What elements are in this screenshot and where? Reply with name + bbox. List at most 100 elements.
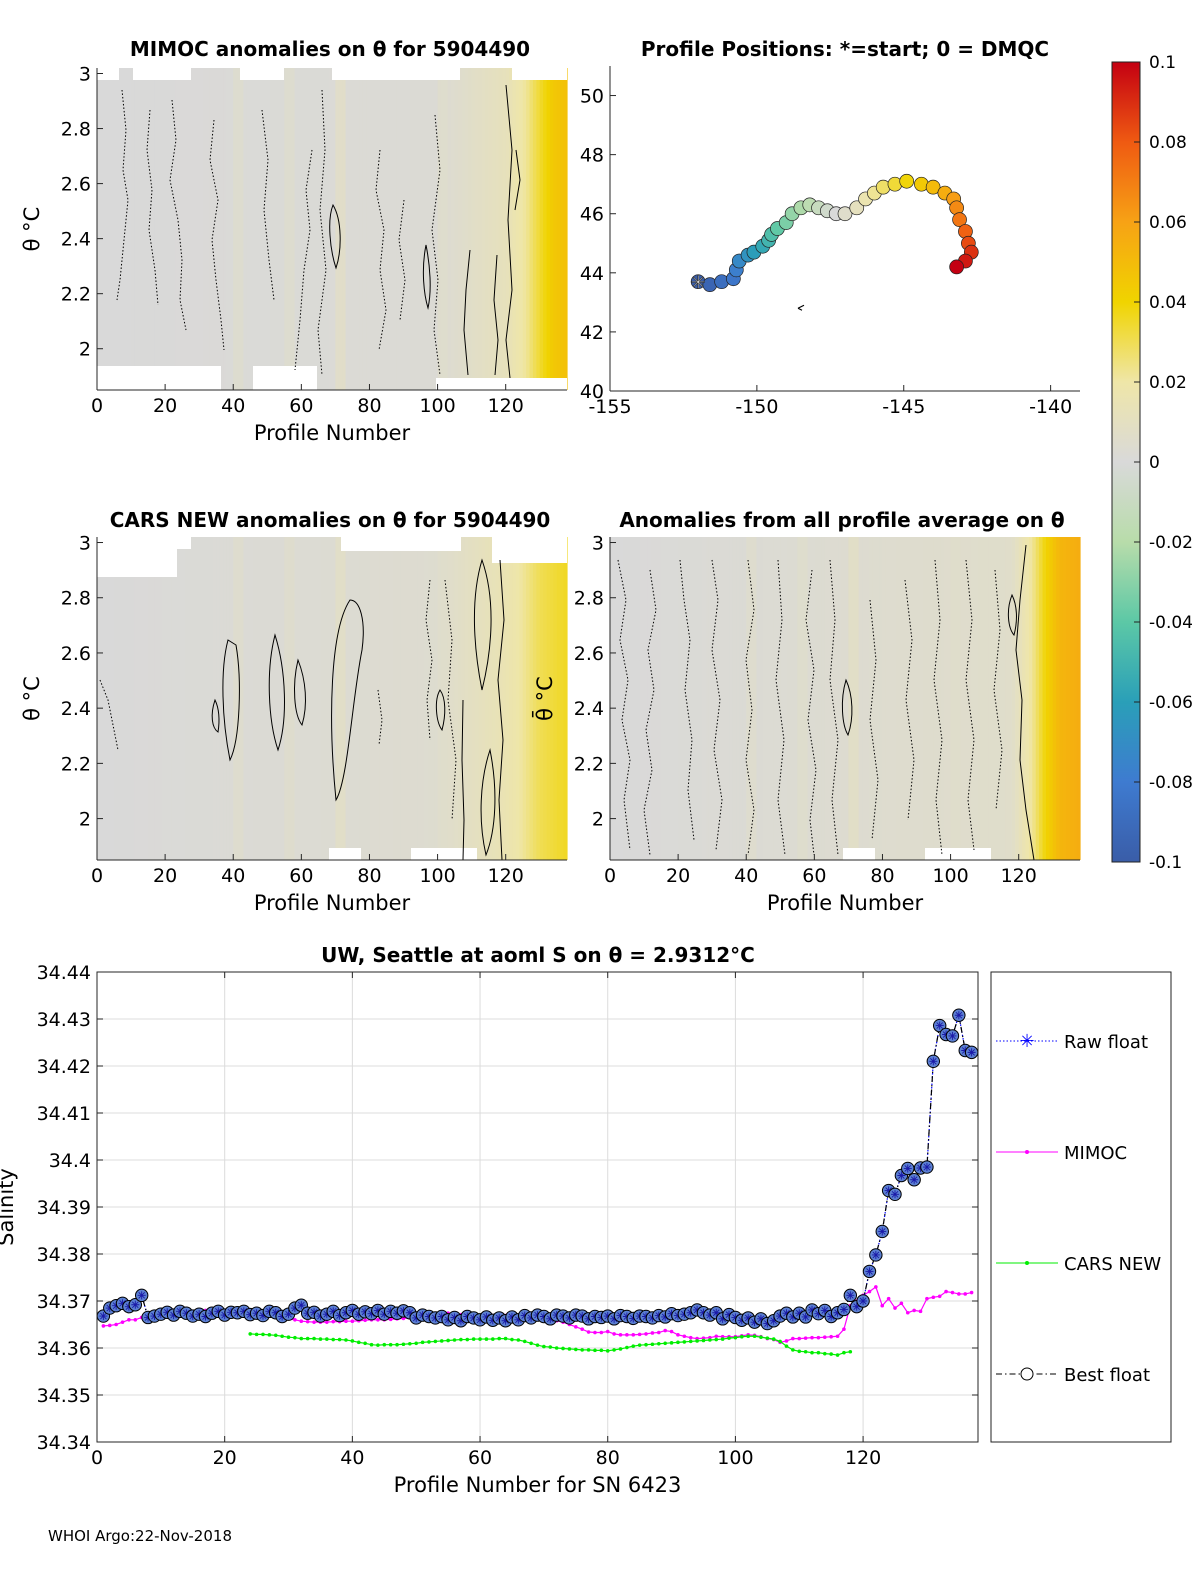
raw-float-point [163, 1308, 172, 1317]
y-tick-label: 2.4 [61, 698, 91, 720]
cars-point [273, 1333, 278, 1338]
heatmap-cell [417, 537, 422, 860]
y-tick-label: 34.35 [37, 1385, 91, 1407]
heatmap-cell [359, 68, 364, 390]
heatmap-cell [423, 537, 428, 860]
mimoc-point [363, 1318, 367, 1323]
raw-float-point [756, 1314, 765, 1323]
x-tick-label: 100 [932, 865, 968, 887]
heatmap-cell [314, 68, 319, 390]
x-tick-label: 0 [91, 1447, 103, 1469]
heatmap-cell [127, 68, 132, 390]
heatmap-cell [1008, 537, 1013, 860]
heatmap-cell [526, 68, 531, 390]
heatmap-cell [810, 537, 815, 860]
mimoc-contour [493, 254, 499, 376]
mimoc-contour [294, 149, 313, 371]
heatmap-cell [797, 537, 808, 860]
x-tick-label: 120 [845, 1447, 881, 1469]
start-marker: ✳ [691, 273, 706, 294]
allavg-contour [745, 559, 755, 856]
heatmap-cell [321, 68, 326, 390]
heatmap-cell [161, 68, 166, 390]
heatmap-cell [267, 68, 272, 390]
heatmap-cell [246, 537, 251, 860]
heatmap-cell [471, 537, 476, 860]
heatmap-cell [141, 537, 146, 860]
raw-float-point [482, 1312, 491, 1321]
heatmap-cell [400, 537, 405, 860]
heatmap-cell [379, 68, 384, 390]
heatmap-cell [209, 537, 214, 860]
colorbar-tick-label: 0.04 [1149, 293, 1187, 313]
heatmap-cell [420, 537, 425, 860]
heatmap-cell [549, 68, 554, 390]
heatmap-cell [393, 68, 398, 390]
heatmap-cell [311, 68, 316, 390]
heatmap-cell [216, 68, 221, 390]
raw-float-point [827, 1312, 836, 1321]
allavg-contour [1015, 544, 1035, 861]
cars-point [325, 1337, 329, 1341]
cars-heatmap [97, 537, 568, 860]
heatmap-cell [766, 537, 771, 860]
heatmap-cell [817, 537, 822, 860]
heatmap-cell [393, 537, 398, 860]
heatmap-cell [297, 537, 302, 860]
cars-point [350, 1339, 355, 1343]
heatmap-cell [175, 537, 180, 860]
cars-point [516, 1338, 521, 1342]
heatmap-cell [763, 537, 768, 860]
x-tick-label: 100 [419, 395, 455, 417]
heatmap-cell [161, 537, 166, 860]
heatmap-cell [1066, 537, 1071, 860]
cars-point [803, 1349, 808, 1354]
heatmap-cell [229, 68, 234, 390]
mimoc-point [791, 1336, 795, 1341]
cars-point [554, 1346, 559, 1350]
heatmap-cell [909, 537, 914, 860]
raw-float-point [456, 1316, 465, 1325]
heatmap-cell [882, 537, 887, 860]
mimoc-point [893, 1306, 897, 1310]
heatmap-cell [505, 537, 510, 860]
heatmap-cell [498, 68, 503, 390]
heatmap-cell [522, 537, 527, 860]
heatmap-cell [509, 537, 514, 860]
cars-contour [331, 599, 364, 802]
cars-point [439, 1339, 444, 1343]
mimoc-point [669, 1329, 674, 1334]
mimoc-point [107, 1323, 112, 1328]
heatmap-cell [519, 68, 524, 390]
heatmap-cell [427, 537, 432, 860]
raw-float-point [405, 1308, 414, 1317]
raw-float-point [476, 1315, 485, 1324]
heatmap-cell [960, 537, 965, 860]
mimoc-point [350, 1319, 355, 1324]
missing-data-block [97, 68, 119, 80]
heatmap-cell [522, 68, 527, 390]
raw-float-point [935, 1021, 944, 1030]
missing-data-block [240, 68, 284, 80]
heatmap-cell [1062, 537, 1067, 860]
heatmap-cell [226, 537, 231, 860]
heatmap-cell [223, 537, 228, 860]
heatmap-cell [349, 537, 354, 860]
heatmap-cell [396, 537, 401, 860]
heatmap-cell [471, 68, 476, 390]
raw-float-point [699, 1308, 708, 1317]
heatmap-cell [543, 68, 548, 390]
cars-point [561, 1346, 565, 1351]
heatmap-cell [705, 537, 710, 860]
raw-float-point [290, 1304, 299, 1313]
raw-float-point [948, 1031, 957, 1040]
heatmap-cell [420, 68, 425, 390]
cars-contour [294, 658, 306, 727]
raw-float-point [380, 1310, 389, 1319]
heatmap-cell [492, 537, 497, 860]
position-marker [899, 173, 915, 189]
heatmap-cell [277, 537, 282, 860]
cars-point [644, 1342, 648, 1347]
heatmap-cell [376, 68, 381, 390]
mimoc-contour [375, 149, 387, 351]
